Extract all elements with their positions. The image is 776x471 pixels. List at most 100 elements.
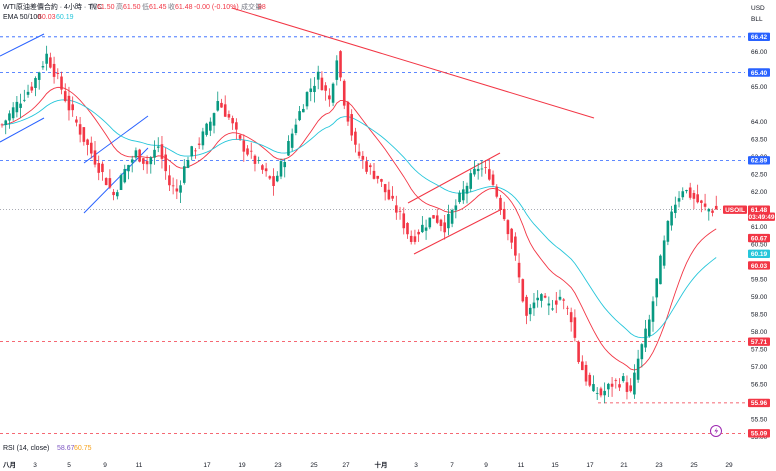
candle-body bbox=[536, 297, 539, 301]
candle-body bbox=[707, 208, 711, 212]
ema100-line[interactable] bbox=[1, 99, 717, 339]
ema100-value: 60.19 bbox=[56, 14, 74, 21]
candle-body bbox=[82, 127, 86, 142]
channel-line-lower-left[interactable] bbox=[0, 117, 45, 143]
badge-65-40: 65.40 bbox=[751, 70, 768, 77]
rising-wedge-lower[interactable] bbox=[413, 208, 503, 255]
candle-body bbox=[283, 162, 287, 168]
candle-body bbox=[417, 231, 420, 235]
candle-body bbox=[480, 168, 484, 170]
badge-03-49-49: 03:49:49 bbox=[748, 214, 774, 221]
rsi-value-1: 58.67 bbox=[57, 445, 75, 452]
candle-body bbox=[242, 140, 246, 152]
time-tick-label: 17 bbox=[586, 462, 594, 469]
candle-body bbox=[700, 200, 703, 203]
badge-bg bbox=[748, 429, 770, 438]
candle-body bbox=[502, 208, 506, 220]
candle-body bbox=[647, 319, 651, 336]
candle-body bbox=[372, 170, 376, 179]
candle-body bbox=[261, 165, 264, 170]
candle-body bbox=[179, 185, 182, 193]
channel-line-upper-left[interactable] bbox=[0, 33, 45, 57]
badge-55-96: 55.96 bbox=[751, 400, 768, 407]
candle-body bbox=[595, 393, 599, 394]
price-tick-label: 56.50 bbox=[751, 381, 768, 388]
candle-body bbox=[655, 278, 659, 298]
candle-body bbox=[19, 103, 22, 108]
candle-body bbox=[711, 210, 714, 213]
candle-body bbox=[294, 124, 298, 133]
candle-body bbox=[134, 150, 138, 158]
price-tick-label: 62.50 bbox=[751, 171, 768, 178]
badge-bg bbox=[748, 205, 770, 214]
time-tick-label: 八月 bbox=[2, 461, 16, 469]
candle-body bbox=[313, 85, 316, 93]
candle-body bbox=[677, 198, 681, 202]
candle-body bbox=[8, 113, 11, 121]
candle-body bbox=[101, 163, 104, 173]
badge-usoil: USOIL bbox=[725, 207, 745, 214]
candle-body bbox=[532, 302, 536, 309]
time-tick-label: 25 bbox=[310, 462, 318, 469]
badge-bg bbox=[748, 337, 770, 346]
candle-body bbox=[216, 101, 220, 111]
candle-body bbox=[525, 296, 528, 316]
candle-body bbox=[324, 85, 327, 91]
candle-body bbox=[517, 262, 521, 278]
badge-bg bbox=[748, 212, 775, 221]
candle-body bbox=[365, 161, 368, 172]
candle-body bbox=[156, 146, 160, 148]
candle-body bbox=[547, 303, 551, 306]
candle-body bbox=[127, 164, 130, 172]
candle-body bbox=[142, 158, 145, 164]
price-tick-label: 62.00 bbox=[751, 189, 768, 196]
candle-body bbox=[640, 344, 644, 360]
candle-body bbox=[458, 192, 461, 203]
candle-body bbox=[685, 190, 688, 192]
candle-body bbox=[89, 142, 93, 154]
candle-body bbox=[153, 149, 156, 158]
badge-bg bbox=[748, 233, 770, 243]
descending-trendline[interactable] bbox=[231, 7, 595, 119]
candle-body bbox=[383, 184, 387, 193]
badge-66-42: 66.42 bbox=[751, 34, 768, 41]
candle-body bbox=[603, 390, 606, 396]
price-tick-label: 65.00 bbox=[751, 84, 768, 91]
candle-body bbox=[361, 155, 365, 160]
time-tick-label: 5 bbox=[67, 462, 71, 469]
badge-bg bbox=[748, 68, 770, 77]
candle-body bbox=[220, 102, 223, 108]
candle-body bbox=[346, 102, 350, 122]
price-tick-label: 66.00 bbox=[751, 49, 768, 56]
channel-line-lower-mid[interactable] bbox=[83, 147, 149, 214]
candle-body bbox=[447, 213, 450, 229]
candle-body bbox=[662, 240, 666, 266]
ema50-line[interactable] bbox=[1, 86, 717, 371]
candle-body bbox=[67, 95, 71, 111]
candle-body bbox=[644, 328, 647, 348]
candle-body bbox=[56, 72, 60, 74]
candle-body bbox=[432, 215, 435, 219]
candle-body bbox=[651, 301, 655, 322]
rising-wedge-upper[interactable] bbox=[407, 152, 501, 204]
candle-body bbox=[566, 307, 569, 309]
badge-57-71: 57.71 bbox=[751, 339, 768, 346]
candle-body bbox=[439, 219, 443, 227]
currency-label: USD bbox=[751, 5, 765, 12]
candle-body bbox=[674, 204, 677, 213]
alert-icon[interactable] bbox=[710, 425, 722, 437]
time-tick-label: 7 bbox=[450, 462, 454, 469]
candle-body bbox=[387, 189, 391, 200]
candle-body bbox=[618, 384, 621, 388]
candle-body bbox=[186, 160, 190, 168]
candle-body bbox=[614, 380, 618, 382]
chart-legend: WTI原油差價合約 · 4小時 · TVC 開 61.50 高 61.50 低 … bbox=[3, 2, 266, 21]
candle-body bbox=[514, 236, 517, 256]
candle-body bbox=[268, 176, 272, 179]
candle-body bbox=[246, 148, 249, 155]
candle-body bbox=[93, 150, 97, 165]
price-tick-label: 59.50 bbox=[751, 276, 768, 283]
ema-legend-label: EMA 50/100 bbox=[3, 14, 41, 21]
